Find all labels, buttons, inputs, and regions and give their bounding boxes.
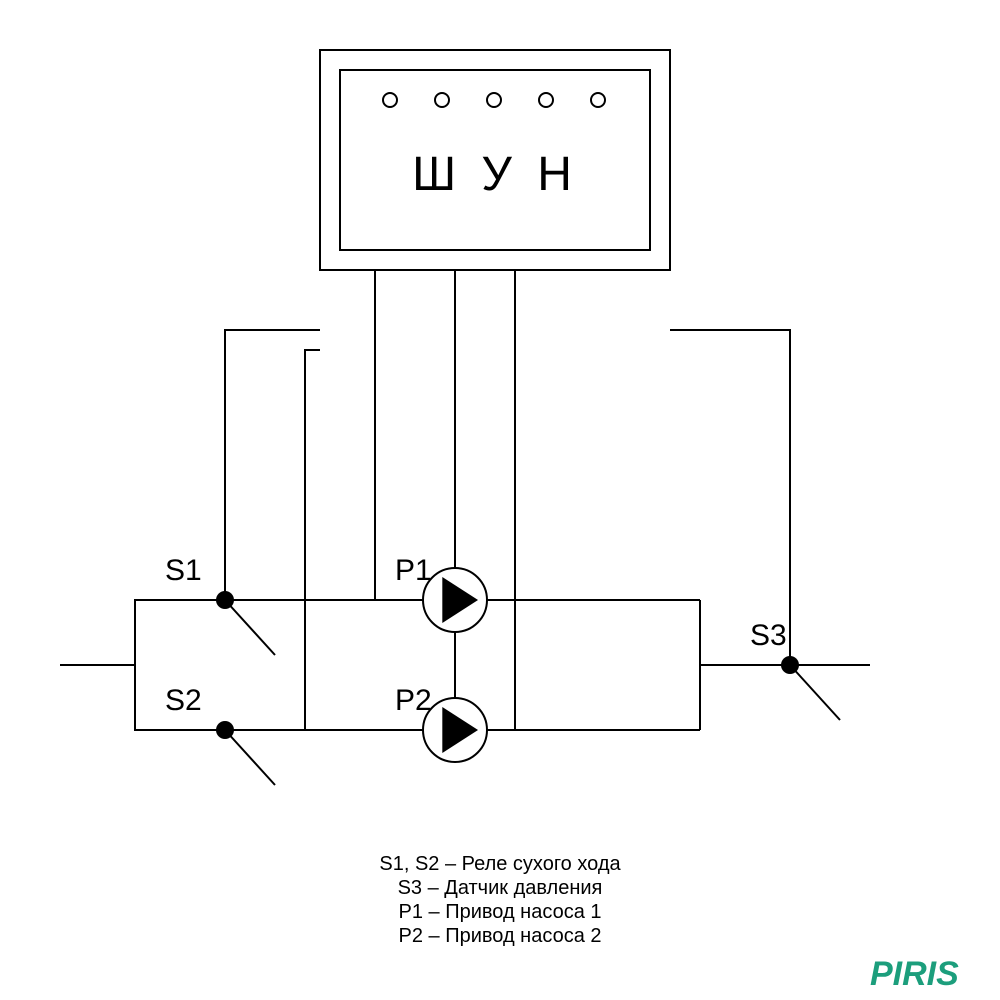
indicator-led <box>487 93 501 107</box>
label-s3: S3 <box>750 619 787 652</box>
pump-control-schematic: Ш У Н S1 S2 P1 P2 S3 S1, S2 – Реле сухого хода… <box>0 0 1000 1000</box>
label-s1: S1 <box>165 554 202 587</box>
sensor-node-s1 <box>216 591 234 609</box>
indicator-led <box>435 93 449 107</box>
label-p2: P2 <box>395 684 432 717</box>
indicator-led <box>383 93 397 107</box>
sensor-s2-arm <box>225 730 275 785</box>
sensor-node-s2 <box>216 721 234 739</box>
sensor-s1-arm <box>225 600 275 655</box>
control-box-label: Ш У Н <box>412 148 578 201</box>
indicator-led <box>539 93 553 107</box>
legend-line: P2 – Привод насоса 2 <box>399 925 602 947</box>
legend-line: S3 – Датчик давления <box>398 877 603 899</box>
indicator-led <box>591 93 605 107</box>
pipe-split-top <box>135 600 225 665</box>
legend-line: S1, S2 – Реле сухого хода <box>379 853 621 875</box>
wire-s3 <box>670 330 790 665</box>
wire-s2 <box>305 350 320 730</box>
legend-line: P1 – Привод насоса 1 <box>399 901 602 923</box>
sensor-s3-arm <box>790 665 840 720</box>
label-s2: S2 <box>165 684 202 717</box>
label-p1: P1 <box>395 554 432 587</box>
sensor-node-s3 <box>781 656 799 674</box>
brand-logo: PIRIS <box>870 955 959 993</box>
